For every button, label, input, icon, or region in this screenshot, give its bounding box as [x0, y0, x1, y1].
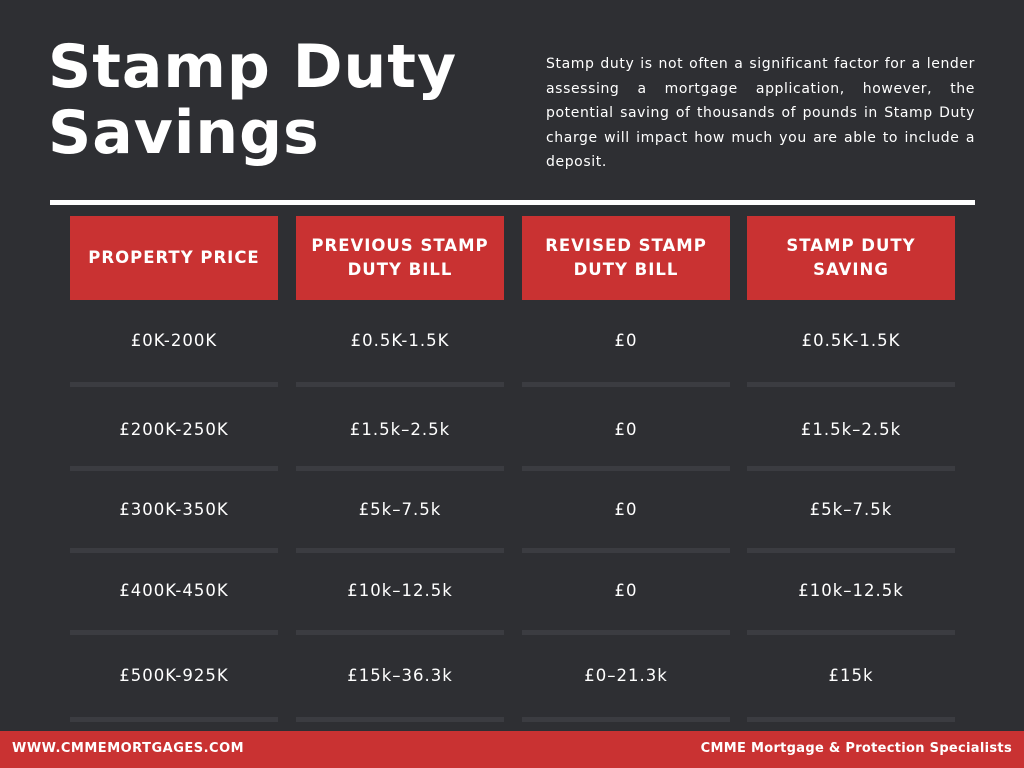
- table-cell: £0: [614, 581, 638, 600]
- intro-text: Stamp duty is not often a significant fa…: [546, 56, 975, 170]
- row-separator: [70, 466, 278, 471]
- divider: [50, 200, 975, 205]
- row-separator: [522, 717, 730, 722]
- row-separator: [522, 630, 730, 635]
- table-cell: £0–21.3k: [584, 666, 668, 685]
- table-cell: £10k–12.5k: [798, 581, 904, 600]
- column-header: REVISED STAMP DUTY BILL: [522, 216, 730, 300]
- row-separator: [296, 548, 504, 553]
- row-separator: [70, 630, 278, 635]
- row-separator: [747, 548, 955, 553]
- column-header: PROPERTY PRICE: [70, 216, 278, 300]
- row-separator: [747, 382, 955, 387]
- column-header: STAMP DUTY SAVING: [747, 216, 955, 300]
- row-separator: [522, 548, 730, 553]
- row-separator: [747, 717, 955, 722]
- table-cell: £1.5k–2.5k: [800, 420, 902, 439]
- row-separator: [296, 466, 504, 471]
- title-line-1: Stamp Duty: [48, 32, 458, 102]
- table-cell: £15k–36.3k: [347, 666, 453, 685]
- row-separator: [70, 717, 278, 722]
- column-saving: STAMP DUTY SAVING £0.5K-1.5K £1.5k–2.5k …: [747, 216, 955, 722]
- company-name: CMME Mortgage & Protection Specialists: [700, 741, 1012, 756]
- table-cell: £200K-250K: [119, 420, 229, 439]
- row-separator: [747, 466, 955, 471]
- row-separator: [522, 382, 730, 387]
- page-title: Stamp Duty Savings: [48, 34, 457, 166]
- website-link[interactable]: WWW.CMMEMORTGAGES.COM: [12, 741, 245, 756]
- row-separator: [70, 548, 278, 553]
- table-cell: £0: [614, 420, 638, 439]
- column-header: PREVIOUS STAMP DUTY BILL: [296, 216, 504, 300]
- row-separator: [296, 717, 504, 722]
- column-revised-bill: REVISED STAMP DUTY BILL £0 £0 £0 £0 £0–2…: [522, 216, 730, 722]
- table-cell: £0.5K-1.5K: [801, 331, 901, 350]
- title-line-2: Savings: [48, 98, 320, 168]
- row-separator: [70, 382, 278, 387]
- table-cell: £0.5K-1.5K: [350, 331, 450, 350]
- table-cell: £10k–12.5k: [347, 581, 453, 600]
- row-separator: [296, 630, 504, 635]
- table-cell: £1.5k–2.5k: [349, 420, 451, 439]
- table-cell: £0: [614, 500, 638, 519]
- table-cell: £300K-350K: [119, 500, 229, 519]
- table-cell: £5k–7.5k: [358, 500, 442, 519]
- table-cell: £400K-450K: [119, 581, 229, 600]
- row-separator: [747, 630, 955, 635]
- column-previous-bill: PREVIOUS STAMP DUTY BILL £0.5K-1.5K £1.5…: [296, 216, 504, 722]
- row-separator: [296, 382, 504, 387]
- footer-bar: WWW.CMMEMORTGAGES.COM CMME Mortgage & Pr…: [0, 731, 1024, 768]
- column-property-price: PROPERTY PRICE £0K-200K £200K-250K £300K…: [70, 216, 278, 722]
- table-cell: £500K-925K: [119, 666, 229, 685]
- table-cell: £0: [614, 331, 638, 350]
- table-cell: £15k: [828, 666, 874, 685]
- row-separator: [522, 466, 730, 471]
- table-cell: £0K-200K: [130, 331, 218, 350]
- table-cell: £5k–7.5k: [809, 500, 893, 519]
